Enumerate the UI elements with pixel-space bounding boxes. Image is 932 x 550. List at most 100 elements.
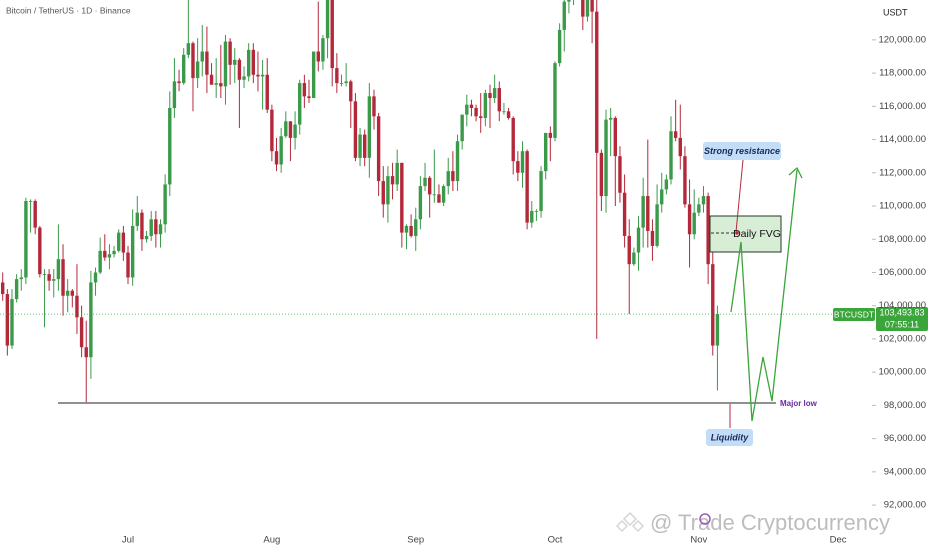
candle-body: [451, 171, 455, 182]
candle-body: [223, 41, 228, 87]
candle-body: [465, 104, 469, 115]
candle-body: [386, 176, 390, 205]
event-icon: [699, 513, 711, 525]
candle-body: [469, 104, 474, 108]
last-price-label: 103,493.83: [879, 307, 924, 317]
candle-body: [557, 29, 562, 64]
candle-body: [376, 116, 381, 182]
candle-body: [678, 137, 682, 157]
candle-body: [284, 121, 288, 137]
candle-body: [117, 232, 121, 251]
candle-body: [687, 204, 692, 235]
y-tick-label: 94,000.00: [884, 466, 926, 477]
candle-body: [539, 171, 543, 212]
x-tick-label: Jul: [122, 535, 134, 546]
candle-body: [455, 141, 460, 182]
candle-body: [93, 272, 98, 283]
candle-body: [181, 54, 186, 84]
candle-body: [149, 219, 153, 236]
candle-body: [692, 212, 696, 235]
candle-body: [307, 96, 311, 99]
candle-body: [437, 194, 441, 203]
candle-body: [441, 186, 446, 203]
candle-body: [186, 43, 191, 55]
candle-body: [530, 211, 534, 223]
liquidity-label-box: [706, 429, 753, 446]
candle-body: [613, 117, 618, 157]
y-tick-label: 92,000.00: [884, 500, 926, 511]
candle-body: [1, 282, 5, 295]
candle-body: [427, 177, 432, 195]
candle-body: [274, 151, 279, 165]
candle-body: [349, 81, 353, 102]
candle-body: [154, 219, 158, 235]
y-tick-label: 96,000.00: [884, 433, 926, 444]
major-low-label: Major low: [780, 399, 818, 408]
candle-body: [265, 74, 269, 110]
candle-body: [590, 0, 594, 12]
y-tick-label: 114,000.00: [879, 134, 926, 145]
candle-body: [488, 93, 492, 99]
watermark-logo: [615, 511, 645, 533]
y-tick-label: 118,000.00: [879, 68, 926, 79]
candle-body: [33, 201, 37, 228]
currency-label: USDT: [883, 7, 908, 17]
candle-body: [237, 59, 242, 80]
candle-body: [548, 132, 553, 138]
x-tick-label: Oct: [548, 535, 563, 546]
candle-body: [195, 61, 200, 79]
fvg-label: Daily FVG: [733, 228, 781, 240]
candle-body: [28, 201, 33, 202]
candle-body: [140, 212, 144, 240]
candle-body: [107, 254, 112, 258]
candle-body: [42, 274, 47, 275]
candle-body: [608, 117, 613, 120]
candle-body: [701, 196, 706, 205]
candle-body: [56, 259, 61, 280]
candle-body: [683, 156, 687, 205]
candle-body: [664, 179, 669, 190]
candle-body: [404, 225, 409, 233]
fvg-box: [709, 215, 782, 253]
chart-title: Bitcoin / TetherUS · 1D · Binance: [6, 5, 131, 15]
candle-body: [205, 51, 209, 75]
candle-body: [367, 96, 372, 158]
candle-body: [673, 131, 678, 138]
candle-body: [553, 63, 557, 138]
candle-body: [84, 347, 88, 358]
y-tick-label: 110,000.00: [879, 201, 926, 212]
candle-body: [200, 51, 204, 62]
countdown-label: 07:55:11: [885, 319, 919, 329]
candle-body: [390, 176, 395, 185]
candle-body: [432, 194, 437, 196]
candle-body: [121, 232, 126, 253]
resistance-label-box: [703, 142, 781, 160]
candle-body: [89, 282, 93, 358]
candle-body: [19, 277, 23, 280]
x-tick-label: Aug: [263, 535, 280, 546]
candle-body: [65, 290, 70, 296]
candle-body: [144, 235, 149, 240]
projection-arrowhead: [788, 166, 803, 179]
candle-body: [400, 162, 404, 233]
candle-body: [595, 11, 599, 153]
resistance-label: Strong resistance: [704, 146, 780, 156]
candle-body: [103, 250, 107, 258]
candle-body: [585, 0, 590, 17]
candle-body: [520, 151, 525, 173]
candle-body: [316, 51, 320, 62]
candle-body: [256, 74, 260, 77]
candle-body: [604, 119, 608, 197]
candle-body: [130, 225, 135, 278]
candle-body: [581, 0, 585, 17]
candle-body: [330, 0, 334, 69]
candle-body: [622, 192, 627, 236]
liquidity-label: Liquidity: [711, 432, 749, 442]
candle-body: [70, 290, 75, 296]
candle-body: [242, 76, 246, 80]
candle-body: [339, 83, 344, 84]
candle-body: [660, 189, 664, 205]
price-tag: [876, 307, 928, 331]
candle-body: [655, 204, 659, 246]
candle-body: [325, 0, 330, 39]
